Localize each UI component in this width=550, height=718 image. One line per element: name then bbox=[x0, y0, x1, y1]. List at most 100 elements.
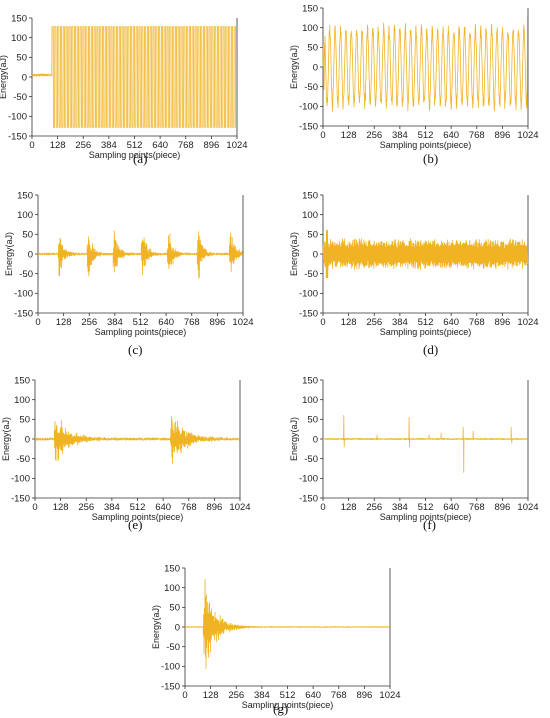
y-tick-label: 50 bbox=[307, 415, 318, 426]
x-tick-label: 0 bbox=[320, 317, 325, 328]
panel-label-e: (e) bbox=[128, 517, 142, 532]
x-tick-label: 384 bbox=[254, 690, 270, 701]
y-tick-label: -50 bbox=[16, 454, 30, 465]
y-tick-label: 100 bbox=[14, 395, 30, 406]
x-tick-label: 768 bbox=[469, 502, 485, 513]
panel-label-g: (g) bbox=[273, 701, 288, 716]
y-tick-label: 0 bbox=[175, 622, 180, 633]
signal-line bbox=[184, 578, 391, 670]
x-tick-label: 768 bbox=[469, 130, 485, 141]
signal-line bbox=[322, 415, 529, 473]
y-axis-label: Energy(aJ) bbox=[289, 417, 299, 461]
x-tick-label: 512 bbox=[418, 502, 434, 513]
x-tick-label: 1024 bbox=[517, 130, 538, 141]
y-tick-label: -150 bbox=[299, 308, 318, 319]
x-tick-label: 768 bbox=[184, 317, 200, 328]
panel-label-b: (b) bbox=[423, 151, 438, 166]
x-tick-label: 0 bbox=[320, 130, 325, 141]
x-tick-label: 256 bbox=[75, 140, 91, 151]
x-tick-label: 256 bbox=[366, 317, 382, 328]
x-axis-label: Sampling points(piece) bbox=[380, 327, 472, 337]
y-tick-label: 0 bbox=[313, 249, 318, 260]
x-tick-label: 256 bbox=[366, 130, 382, 141]
signal-line bbox=[34, 416, 240, 465]
x-tick-label: 1024 bbox=[517, 502, 538, 513]
x-tick-label: 384 bbox=[392, 130, 408, 141]
y-tick-label: 150 bbox=[164, 563, 180, 574]
x-tick-label: 768 bbox=[469, 317, 485, 328]
y-tick-label: -150 bbox=[8, 131, 27, 142]
x-axis-label: Sampling points(piece) bbox=[89, 150, 181, 160]
y-tick-label: 50 bbox=[307, 230, 318, 241]
x-tick-label: 128 bbox=[341, 130, 357, 141]
y-tick-label: 150 bbox=[302, 190, 318, 201]
x-tick-label: 640 bbox=[155, 502, 171, 513]
x-tick-label: 512 bbox=[130, 502, 146, 513]
y-axis-label: Energy(aJ) bbox=[151, 605, 161, 649]
x-tick-label: 512 bbox=[127, 140, 143, 151]
x-tick-label: 640 bbox=[443, 502, 459, 513]
y-tick-label: -150 bbox=[11, 493, 30, 504]
x-tick-label: 896 bbox=[356, 690, 372, 701]
y-tick-label: -100 bbox=[299, 474, 318, 485]
panel-label-d: (d) bbox=[423, 342, 438, 357]
y-tick-label: -50 bbox=[166, 642, 180, 653]
x-tick-label: 896 bbox=[494, 502, 510, 513]
x-tick-label: 640 bbox=[305, 690, 321, 701]
y-tick-label: 50 bbox=[307, 43, 318, 54]
x-tick-label: 384 bbox=[392, 317, 408, 328]
x-axis-label: Sampling points(piece) bbox=[242, 700, 334, 710]
signal-line bbox=[322, 230, 529, 278]
x-tick-label: 1024 bbox=[229, 502, 250, 513]
y-tick-label: 150 bbox=[17, 190, 33, 201]
y-tick-label: 100 bbox=[302, 210, 318, 221]
x-tick-label: 896 bbox=[494, 130, 510, 141]
x-tick-label: 768 bbox=[331, 690, 347, 701]
y-tick-label: -100 bbox=[14, 289, 33, 300]
x-tick-label: 384 bbox=[107, 317, 123, 328]
y-tick-label: 100 bbox=[302, 395, 318, 406]
x-axis-label: Sampling points(piece) bbox=[380, 140, 472, 150]
x-tick-label: 1024 bbox=[517, 317, 538, 328]
y-tick-label: 100 bbox=[11, 33, 27, 44]
y-tick-label: 150 bbox=[302, 3, 318, 14]
x-tick-label: 256 bbox=[81, 317, 97, 328]
y-tick-label: 150 bbox=[14, 375, 30, 386]
y-axis-label: Energy(aJ) bbox=[289, 232, 299, 276]
signal-line bbox=[31, 26, 237, 128]
y-axis-label: Energy(aJ) bbox=[4, 232, 14, 276]
x-tick-label: 512 bbox=[280, 690, 296, 701]
x-tick-label: 768 bbox=[178, 140, 194, 151]
x-tick-label: 128 bbox=[203, 690, 219, 701]
y-tick-label: 50 bbox=[169, 603, 180, 614]
y-tick-label: 100 bbox=[17, 210, 33, 221]
y-tick-label: -50 bbox=[304, 454, 318, 465]
x-axis-label: Sampling points(piece) bbox=[92, 512, 184, 522]
y-tick-label: -150 bbox=[299, 121, 318, 132]
x-tick-label: 768 bbox=[181, 502, 197, 513]
y-tick-label: 0 bbox=[313, 62, 318, 73]
x-tick-label: 384 bbox=[392, 502, 408, 513]
x-tick-label: 512 bbox=[418, 130, 434, 141]
x-tick-label: 128 bbox=[53, 502, 69, 513]
x-tick-label: 128 bbox=[50, 140, 66, 151]
x-tick-label: 128 bbox=[341, 317, 357, 328]
x-tick-label: 0 bbox=[32, 502, 37, 513]
x-tick-label: 640 bbox=[443, 317, 459, 328]
x-tick-label: 1024 bbox=[232, 317, 253, 328]
x-tick-label: 0 bbox=[182, 690, 187, 701]
panel-label-f: (f) bbox=[423, 517, 436, 532]
x-tick-label: 0 bbox=[35, 317, 40, 328]
x-tick-label: 1024 bbox=[226, 140, 247, 151]
x-tick-label: 256 bbox=[366, 502, 382, 513]
x-axis-label: Sampling points(piece) bbox=[95, 327, 187, 337]
y-tick-label: -50 bbox=[304, 82, 318, 93]
y-tick-label: 100 bbox=[302, 23, 318, 34]
y-axis-label: Energy(aJ) bbox=[1, 417, 11, 461]
y-tick-label: 0 bbox=[313, 434, 318, 445]
y-tick-label: 150 bbox=[302, 375, 318, 386]
x-tick-label: 128 bbox=[56, 317, 72, 328]
y-axis-label: Energy(aJ) bbox=[0, 55, 8, 99]
